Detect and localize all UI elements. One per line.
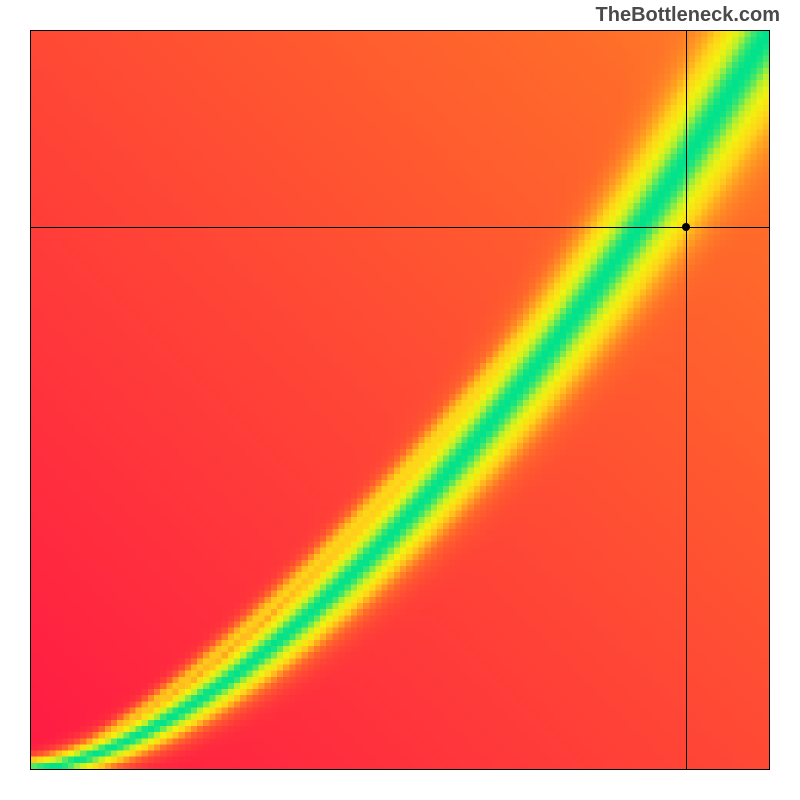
heatmap-canvas [31, 31, 769, 769]
plot-frame [30, 30, 770, 770]
watermark-text: TheBottleneck.com [596, 4, 780, 27]
crosshair-vertical [686, 31, 687, 769]
crosshair-horizontal [31, 227, 769, 228]
crosshair-marker-dot [682, 223, 690, 231]
chart-container: TheBottleneck.com [0, 0, 800, 800]
